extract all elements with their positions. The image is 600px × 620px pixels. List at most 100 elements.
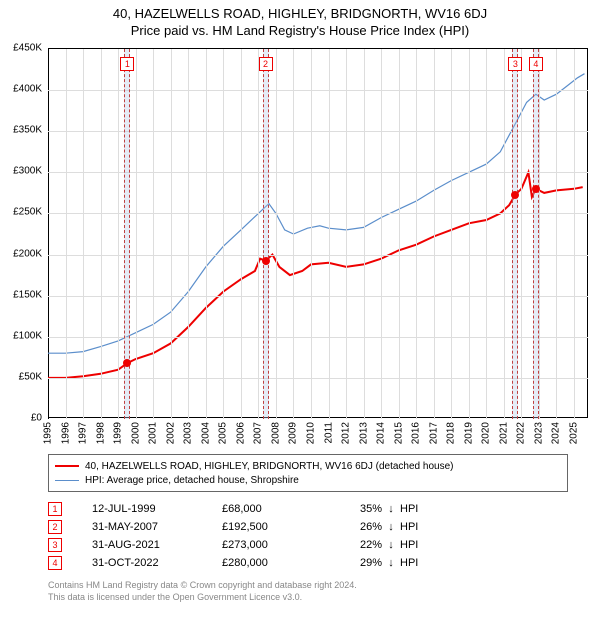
sale-marker-number: 1 (120, 57, 134, 71)
x-tick-label: 2017 (428, 422, 439, 444)
gridline-v (136, 49, 137, 419)
title-address: 40, HAZELWELLS ROAD, HIGHLEY, BRIDGNORTH… (0, 6, 600, 21)
legend-label: 40, HAZELWELLS ROAD, HIGHLEY, BRIDGNORTH… (85, 461, 453, 472)
gridline-v (258, 49, 259, 419)
gridline-v (293, 49, 294, 419)
x-tick-label: 2012 (341, 422, 352, 444)
sales-row-hpi-label: HPI (400, 557, 440, 569)
sale-marker-band (263, 49, 269, 419)
sales-row-pct: 29% (332, 557, 382, 569)
down-arrow-icon: ↓ (382, 539, 400, 551)
sales-row-number: 4 (48, 556, 62, 570)
gridline-v (223, 49, 224, 419)
gridline-v (539, 49, 540, 419)
gridline-v (118, 49, 119, 419)
sales-row-number: 2 (48, 520, 62, 534)
sale-point (511, 191, 519, 199)
x-tick-label: 1996 (60, 422, 71, 444)
sale-marker-number: 3 (508, 57, 522, 71)
x-tick-label: 2013 (358, 422, 369, 444)
x-tick-label: 2001 (148, 422, 159, 444)
x-tick-label: 2009 (288, 422, 299, 444)
title-block: 40, HAZELWELLS ROAD, HIGHLEY, BRIDGNORTH… (0, 0, 600, 38)
x-tick-label: 2020 (481, 422, 492, 444)
x-tick-label: 2005 (218, 422, 229, 444)
sales-row: 231-MAY-2007£192,50026%↓HPI (48, 518, 440, 536)
footer-line: Contains HM Land Registry data © Crown c… (48, 580, 357, 592)
gridline-v (171, 49, 172, 419)
legend-label: HPI: Average price, detached house, Shro… (85, 475, 299, 486)
sale-point (123, 359, 131, 367)
sales-row-pct: 35% (332, 503, 382, 515)
legend-row: 40, HAZELWELLS ROAD, HIGHLEY, BRIDGNORTH… (55, 459, 561, 473)
x-tick-label: 2015 (393, 422, 404, 444)
x-tick-label: 2000 (130, 422, 141, 444)
y-tick-label: £350K (13, 125, 42, 136)
sales-row-pct: 22% (332, 539, 382, 551)
gridline-v (434, 49, 435, 419)
sales-table: 112-JUL-1999£68,00035%↓HPI231-MAY-2007£1… (48, 500, 440, 572)
sale-marker-band (533, 49, 539, 419)
y-tick-label: £300K (13, 166, 42, 177)
y-tick-label: £0 (31, 413, 42, 424)
gridline-v (101, 49, 102, 419)
gridline-v (416, 49, 417, 419)
gridline-v (276, 49, 277, 419)
sales-row-number: 3 (48, 538, 62, 552)
gridline-v (469, 49, 470, 419)
sales-row-date: 31-OCT-2022 (92, 557, 222, 569)
gridline-v (364, 49, 365, 419)
sales-row: 331-AUG-2021£273,00022%↓HPI (48, 536, 440, 554)
page-root: 40, HAZELWELLS ROAD, HIGHLEY, BRIDGNORTH… (0, 0, 600, 620)
x-tick-label: 2006 (235, 422, 246, 444)
sales-row-date: 31-MAY-2007 (92, 521, 222, 533)
sales-row-price: £280,000 (222, 557, 332, 569)
gridline-v (556, 49, 557, 419)
gridline-v (381, 49, 382, 419)
gridline-v (153, 49, 154, 419)
gridline-v (346, 49, 347, 419)
x-tick-label: 2003 (183, 422, 194, 444)
sales-row-date: 12-JUL-1999 (92, 503, 222, 515)
legend-row: HPI: Average price, detached house, Shro… (55, 473, 561, 487)
sales-row-hpi-label: HPI (400, 539, 440, 551)
gridline-v (399, 49, 400, 419)
y-tick-label: £400K (13, 84, 42, 95)
sales-row-price: £68,000 (222, 503, 332, 515)
gridline-v (574, 49, 575, 419)
x-tick-label: 1998 (95, 422, 106, 444)
down-arrow-icon: ↓ (382, 521, 400, 533)
down-arrow-icon: ↓ (382, 557, 400, 569)
sales-row-hpi-label: HPI (400, 521, 440, 533)
sale-point (262, 257, 270, 265)
y-tick-label: £100K (13, 330, 42, 341)
x-tick-label: 2010 (305, 422, 316, 444)
gridline-v (83, 49, 84, 419)
legend-box: 40, HAZELWELLS ROAD, HIGHLEY, BRIDGNORTH… (48, 454, 568, 492)
x-tick-label: 2018 (446, 422, 457, 444)
sale-marker-number: 4 (529, 57, 543, 71)
x-tick-label: 2021 (498, 422, 509, 444)
x-tick-label: 1999 (113, 422, 124, 444)
x-tick-label: 2008 (270, 422, 281, 444)
legend-swatch (55, 480, 79, 481)
chart-area: 1234 £0£50K£100K£150K£200K£250K£300K£350… (48, 48, 588, 418)
title-subtitle: Price paid vs. HM Land Registry's House … (0, 23, 600, 38)
y-tick-label: £450K (13, 43, 42, 54)
x-tick-label: 1995 (43, 422, 54, 444)
sale-marker-number: 2 (259, 57, 273, 71)
gridline-v (241, 49, 242, 419)
gridline-v (188, 49, 189, 419)
x-tick-label: 2014 (376, 422, 387, 444)
y-tick-label: £250K (13, 207, 42, 218)
sales-row-number: 1 (48, 502, 62, 516)
footer-line: This data is licensed under the Open Gov… (48, 592, 357, 604)
gridline-v (504, 49, 505, 419)
y-tick-label: £200K (13, 248, 42, 259)
gridline-v (486, 49, 487, 419)
sale-marker-band (512, 49, 518, 419)
gridline-v (451, 49, 452, 419)
sales-row: 112-JUL-1999£68,00035%↓HPI (48, 500, 440, 518)
footer-attribution: Contains HM Land Registry data © Crown c… (48, 580, 357, 603)
x-tick-label: 2016 (411, 422, 422, 444)
